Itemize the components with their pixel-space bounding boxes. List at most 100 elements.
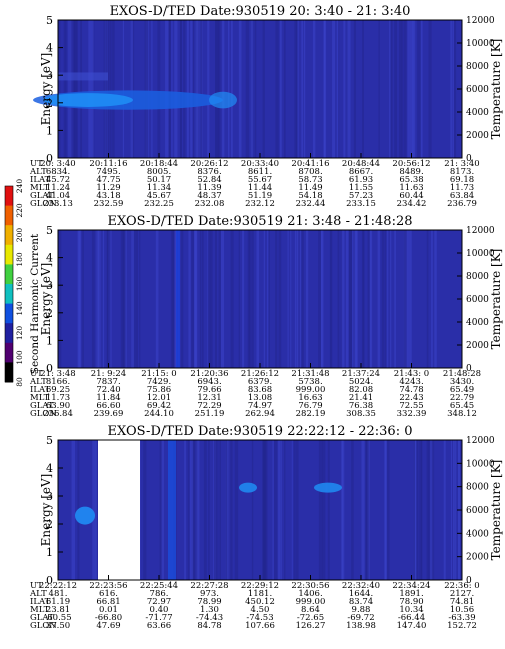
y-tick-label: 2 <box>46 518 53 531</box>
table-cell: 348.12 <box>447 409 477 419</box>
y-tick-label: 0 <box>46 362 53 375</box>
colorbar-tick-label: 220 <box>15 203 24 218</box>
table-row-label: ALT <box>29 377 47 387</box>
table-cell: 20:18:44 <box>140 159 178 169</box>
table-cell: 55.67 <box>248 175 272 185</box>
table-cell: 481. <box>49 589 68 599</box>
colorbar-tick-label: 160 <box>15 277 24 292</box>
table-cell: 20: 3:40 <box>40 159 75 169</box>
y2-tick-label: 0 <box>466 154 472 164</box>
y2-tick-label: 0 <box>466 576 472 586</box>
table-cell: 152.72 <box>447 621 477 631</box>
hot-spot <box>314 482 342 493</box>
table-row-label: ILAT <box>30 175 51 185</box>
table-cell: 76.79 <box>298 401 322 411</box>
table-cell: 22.79 <box>450 393 474 403</box>
table-cell: 232.25 <box>144 199 174 209</box>
table-row-label: ILAT <box>30 597 51 607</box>
table-cell: 83.74 <box>349 597 373 607</box>
table-cell: 63.90 <box>46 401 70 411</box>
table-cell: 973. <box>200 589 219 599</box>
table-cell: 20:33:40 <box>241 159 279 169</box>
table-cell: 61.19 <box>46 597 70 607</box>
y2-tick-label: 2000 <box>466 131 489 141</box>
table-cell: 138.98 <box>346 621 376 631</box>
y-tick-label: 3 <box>46 279 53 292</box>
y-tick-label: 0 <box>46 152 53 165</box>
table-cell: 11.24 <box>46 183 70 193</box>
table-cell: 12.31 <box>197 393 221 403</box>
table-row-label: UT <box>30 159 43 169</box>
table-cell: 21:48:28 <box>443 369 481 379</box>
table-cell: 84.78 <box>197 621 221 631</box>
colorbar-tick-label: 180 <box>15 252 24 267</box>
table-cell: -63.39 <box>448 613 475 623</box>
table-cell: 21:26:12 <box>241 369 279 379</box>
y2-tick-label: 2000 <box>466 341 489 351</box>
colorbar-segment <box>5 303 13 324</box>
y-axis-label: Energy [eV] <box>39 263 53 336</box>
table-row-label: ALT <box>29 167 47 177</box>
table-cell: 65.38 <box>399 175 423 185</box>
y2-axis-label: Temperature [K] <box>489 249 503 350</box>
table-cell: 0.40 <box>150 605 169 615</box>
y2-tick-label: 8000 <box>466 272 489 282</box>
table-cell: 22:32:40 <box>342 581 380 591</box>
table-cell: 11.55 <box>349 183 373 193</box>
table-cell: 332.39 <box>397 409 427 419</box>
panel-title: EXOS-D/TED Date:930519 21: 3:48 - 21:48:… <box>108 214 413 229</box>
table-cell: 0.01 <box>99 605 118 615</box>
table-cell: 21:31:48 <box>291 369 329 379</box>
table-cell: 5738. <box>298 377 322 387</box>
table-cell: 786. <box>150 589 169 599</box>
table-cell: 69.42 <box>147 401 171 411</box>
spectrogram-texture <box>58 230 437 368</box>
table-cell: 244.10 <box>144 409 174 419</box>
table-cell: 61.93 <box>349 175 373 185</box>
table-cell: 11.49 <box>298 183 322 193</box>
table-cell: -71.77 <box>145 613 172 623</box>
plot-area <box>58 230 462 368</box>
table-cell: 11.39 <box>197 183 221 193</box>
table-cell: 20:26:12 <box>190 159 228 169</box>
colorbar-tick-label: 200 <box>15 228 24 243</box>
table-cell: 51.19 <box>248 191 272 201</box>
table-cell: 45.72 <box>46 175 70 185</box>
y2-tick-label: 10000 <box>466 39 495 49</box>
colorbar-segment <box>5 244 13 265</box>
table-cell: 79.66 <box>197 385 221 395</box>
table-cell: 6943. <box>197 377 221 387</box>
hot-spot <box>75 506 95 525</box>
y2-tick-label: 6000 <box>466 506 489 516</box>
table-cell: 22:23:56 <box>89 581 127 591</box>
table-cell: 12.01 <box>147 393 171 403</box>
colorbar-segment <box>5 264 13 285</box>
table-cell: 6834. <box>46 167 70 177</box>
table-cell: 107.66 <box>245 621 275 631</box>
table-cell: 41.04 <box>46 191 70 201</box>
table-cell: 7837. <box>96 377 120 387</box>
table-cell: 262.94 <box>245 409 275 419</box>
table-cell: 616. <box>99 589 118 599</box>
data-gap <box>98 440 140 580</box>
table-cell: 60.44 <box>399 191 423 201</box>
panel-3: EXOS-D/TED Date:930519 22:22:12 - 22:36:… <box>29 424 503 631</box>
table-cell: 8376. <box>197 167 221 177</box>
y-tick-label: 1 <box>46 546 53 559</box>
table-cell: 43.18 <box>96 191 120 201</box>
table-cell: 282.19 <box>296 409 326 419</box>
table-cell: 72.40 <box>96 385 120 395</box>
table-cell: 8708. <box>298 167 322 177</box>
panel-title: EXOS-D/TED Date:930519 20: 3:40 - 21: 3:… <box>110 4 411 19</box>
colorbar-segment <box>5 284 13 305</box>
colorbar-tick-label: 80 <box>15 377 24 387</box>
table-cell: 233.13 <box>43 199 73 209</box>
table-cell: 8173. <box>450 167 474 177</box>
table-cell: 999.00 <box>296 597 326 607</box>
table-cell: 126.27 <box>296 621 326 631</box>
table-cell: 2127. <box>450 589 474 599</box>
table-row-label: ALT <box>29 589 47 599</box>
energy-band-core <box>43 93 133 107</box>
table-row-label: GLAT <box>30 191 54 201</box>
table-cell: 69.18 <box>450 175 474 185</box>
